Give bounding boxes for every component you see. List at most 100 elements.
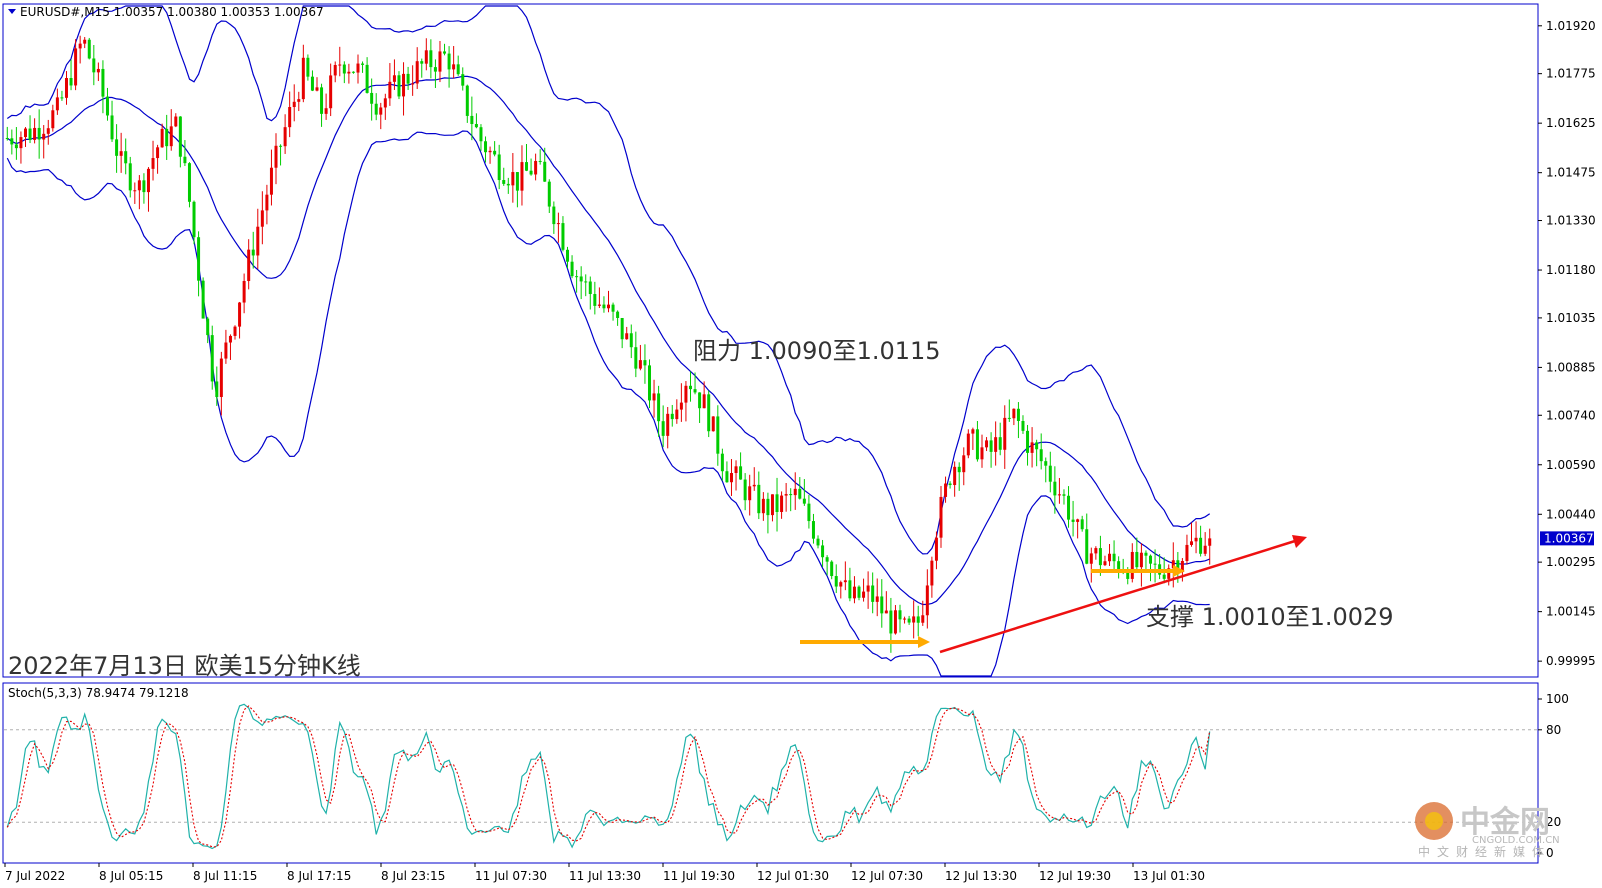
stoch-tick-label: 100 — [1546, 692, 1569, 706]
bb-middle — [6, 75, 1210, 606]
price-tick-label: 1.01180 — [1546, 263, 1596, 277]
candle-body — [465, 85, 469, 116]
candle-body — [297, 99, 301, 102]
logo-icon-inner — [1425, 812, 1443, 830]
candle-body — [133, 190, 137, 192]
candle-body — [939, 496, 943, 538]
candle-body — [693, 389, 697, 393]
candle-body — [306, 57, 310, 77]
candle-body — [525, 162, 529, 171]
candle-body — [438, 51, 442, 72]
candle-body — [843, 580, 847, 583]
candle-body — [260, 210, 264, 227]
candle-body — [146, 168, 150, 193]
candle-body — [10, 138, 14, 145]
candle-body — [925, 585, 929, 616]
candle-body — [711, 416, 715, 432]
candle-body — [456, 64, 460, 75]
candle-body — [666, 413, 670, 436]
candle-body — [825, 557, 829, 562]
candle-body — [994, 437, 998, 452]
candle-body — [957, 466, 961, 473]
candle-body — [716, 416, 720, 454]
time-tick-label: 11 Jul 13:30 — [569, 869, 641, 883]
candle-body — [124, 151, 128, 164]
price-pane[interactable] — [5, 5, 1212, 677]
candle-body — [479, 127, 483, 142]
candle-body — [429, 50, 433, 68]
candle-body — [634, 347, 638, 369]
candle-body — [315, 87, 319, 91]
candle-body — [115, 139, 119, 156]
time-tick-label: 12 Jul 13:30 — [945, 869, 1017, 883]
candle-body — [1162, 574, 1166, 579]
candle-body — [92, 58, 96, 73]
candle-body — [1194, 537, 1198, 542]
candle-body — [1030, 442, 1034, 453]
candle-body — [707, 394, 711, 432]
support-arrow-head — [1173, 565, 1185, 577]
candle-body — [638, 360, 642, 369]
candle-body — [998, 437, 1002, 450]
candle-body — [55, 97, 59, 111]
candle-body — [374, 103, 378, 115]
candle-body — [424, 50, 428, 64]
candle-body — [165, 128, 169, 147]
candle-body — [356, 63, 360, 73]
candle-body — [452, 64, 456, 70]
symbol-dropdown-icon[interactable] — [8, 9, 16, 14]
candle-body — [361, 63, 365, 65]
candle-body — [903, 618, 907, 620]
watermark-logo: 中金网 CNGOLD.COM.CN 中文财经新媒体 — [1415, 802, 1560, 859]
candle-body — [679, 402, 683, 410]
candle-body — [247, 249, 251, 282]
candle-body — [789, 494, 793, 496]
support-annotation: 支撑 1.0010至1.0029 — [1146, 603, 1394, 631]
candle-body — [1026, 430, 1030, 453]
candle-body — [534, 160, 538, 175]
candle-body — [1067, 495, 1071, 520]
candle-body — [1149, 555, 1153, 564]
resistance-annotation: 阻力 1.0090至1.0115 — [693, 337, 941, 365]
candle-body — [857, 586, 861, 598]
price-tick-label: 1.01775 — [1546, 67, 1596, 81]
candle-body — [980, 447, 984, 460]
candle-body — [1203, 545, 1207, 554]
candle-body — [201, 280, 205, 319]
candle-body — [766, 498, 770, 516]
candle-body — [137, 180, 141, 191]
time-tick-label: 11 Jul 07:30 — [475, 869, 547, 883]
candle-body — [1039, 449, 1043, 462]
candle-body — [930, 560, 934, 586]
candle-body — [529, 170, 533, 175]
candle-body — [210, 335, 214, 382]
candle-body — [657, 393, 661, 422]
price-tick-label: 1.00295 — [1546, 555, 1596, 569]
candle-body — [852, 586, 856, 599]
candle-body — [739, 466, 743, 480]
candle-body — [566, 249, 570, 262]
candle-body — [338, 64, 342, 66]
candle-body — [625, 333, 629, 340]
price-tick-label: 1.00885 — [1546, 360, 1596, 374]
candle-body — [889, 610, 893, 634]
candle-body — [547, 181, 551, 207]
candle-body — [1057, 494, 1061, 496]
current-price-tag — [1540, 531, 1594, 546]
candle-body — [538, 160, 542, 162]
candle-body — [588, 281, 592, 295]
candle-body — [962, 455, 966, 473]
candle-body — [329, 75, 333, 109]
watermark-tagline: 中文财经新媒体 — [1418, 844, 1551, 859]
candle-body — [570, 261, 574, 277]
candle-body — [379, 107, 383, 115]
candle-body — [880, 596, 884, 614]
stoch-tick-label: 20 — [1546, 815, 1561, 829]
candle-body — [616, 311, 620, 318]
stochastic-pane[interactable] — [4, 703, 1537, 850]
time-tick-label: 11 Jul 19:30 — [663, 869, 735, 883]
candle-body — [607, 304, 610, 309]
candle-body — [1185, 544, 1189, 561]
candle-body — [402, 73, 406, 97]
candle-body — [105, 96, 109, 116]
